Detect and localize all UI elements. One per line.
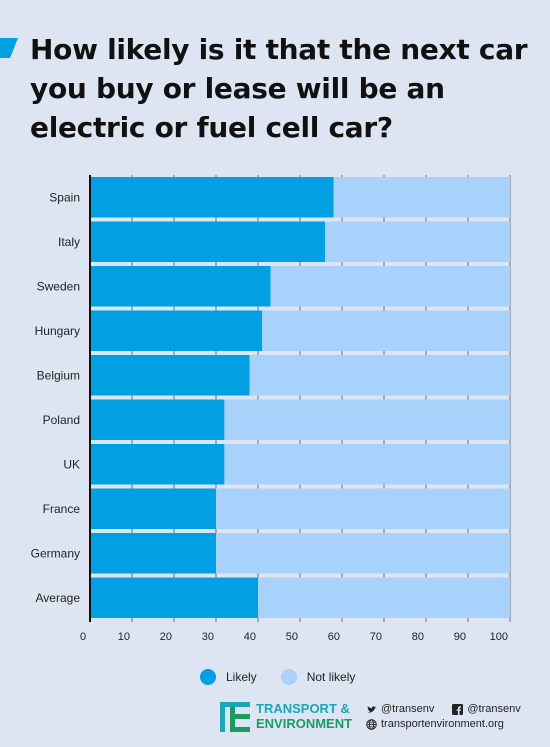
bar-not-likely-uk [224, 444, 510, 485]
te-logo-icon [220, 702, 250, 732]
bar-not-likely-belgium [249, 355, 510, 396]
brand-line-1: TRANSPORT & [256, 701, 350, 716]
chart-title: How likely is it that the next car you b… [30, 33, 528, 144]
x-tick-label-70: 70 [370, 631, 382, 643]
bar-likely-germany [90, 533, 216, 574]
category-label-spain: Spain [49, 190, 80, 204]
bar-not-likely-italy [325, 221, 510, 262]
legend-swatch-likely [200, 669, 216, 685]
twitter-link[interactable]: @transenv [381, 703, 435, 715]
footer: TRANSPORT & ENVIRONMENT @transenv @trans… [220, 700, 550, 736]
bar-not-likely-sweden [270, 266, 510, 307]
bar-likely-poland [90, 399, 225, 440]
bar-not-likely-poland [224, 399, 510, 440]
social-links: @transenv @transenv transportenvironment… [366, 702, 521, 732]
bar-not-likely-germany [216, 533, 510, 574]
bar-likely-uk [90, 444, 225, 485]
x-tick-label-0: 0 [80, 631, 86, 643]
bar-likely-france [90, 488, 216, 529]
category-label-sweden: Sweden [37, 279, 80, 293]
x-tick-label-60: 60 [328, 631, 340, 643]
legend-item-likely: Likely [200, 669, 257, 685]
facebook-link[interactable]: @transenv [467, 703, 521, 715]
x-tick-label-30: 30 [202, 631, 214, 643]
legend-label-likely: Likely [226, 670, 257, 684]
bar-not-likely-spain [333, 177, 510, 218]
legend-swatch-not-likely [280, 669, 297, 685]
bar-likely-italy [90, 221, 326, 262]
x-tick-label-100: 100 [490, 631, 508, 643]
category-label-germany: Germany [31, 546, 80, 560]
category-label-belgium: Belgium [37, 368, 80, 382]
stacked-bar-chart: Spain Italy Sweden Hungary Belgium Poland UK Fr… [31, 175, 511, 643]
x-tick-label-20: 20 [160, 631, 172, 643]
legend-item-not-likely: Not likely [280, 669, 356, 685]
brand-line-2: ENVIRONMENT [256, 716, 353, 731]
category-label-hungary: Hungary [35, 324, 80, 338]
legend-label-not-likely: Not likely [306, 670, 356, 684]
bar-not-likely-average [258, 577, 510, 618]
bar-not-likely-hungary [262, 310, 510, 351]
category-label-france: France [43, 502, 81, 516]
website-link[interactable]: transportenvironment.org [381, 718, 504, 730]
legend: Likely Not likely [200, 666, 369, 688]
bar-likely-belgium [90, 355, 250, 396]
x-tick-label-50: 50 [286, 631, 298, 643]
twitter-icon [366, 706, 377, 713]
bar-likely-hungary [90, 310, 263, 351]
category-label-uk: UK [63, 457, 80, 471]
brand-name: TRANSPORT & ENVIRONMENT [256, 701, 352, 731]
x-tick-label-90: 90 [454, 631, 466, 643]
bar-likely-sweden [90, 266, 271, 307]
x-tick-label-10: 10 [118, 631, 130, 643]
x-tick-label-80: 80 [412, 631, 424, 643]
category-label-italy: Italy [58, 235, 80, 249]
bar-likely-average [90, 577, 258, 618]
facebook-icon [452, 704, 464, 715]
bar-likely-spain [90, 177, 334, 218]
category-label-average: Average [36, 591, 81, 605]
bar-not-likely-france [216, 488, 510, 529]
corner-triangle-icon [0, 38, 18, 58]
category-label-poland: Poland [43, 413, 80, 427]
globe-icon [366, 719, 377, 730]
x-tick-label-40: 40 [244, 631, 256, 643]
